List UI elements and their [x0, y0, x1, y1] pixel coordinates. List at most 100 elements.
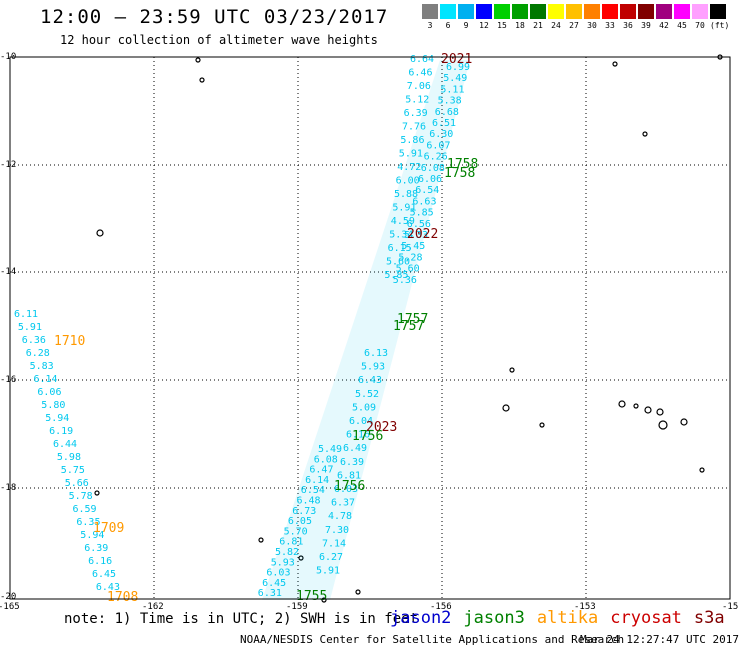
swh-value-south-track: 6.48 [297, 496, 321, 507]
swh-value-mid-track: 5.91 [316, 566, 340, 577]
swh-value-east-track: 6.64 [410, 54, 434, 65]
legend-label: 6 [445, 21, 451, 30]
swh-value-left-track: 5.91 [18, 322, 42, 333]
pass-time-label: 1756 [352, 429, 383, 444]
swh-value-east-track: 5.12 [405, 95, 429, 106]
swh-value-left-track: 5.98 [57, 452, 81, 463]
swh-value-south-track: 6.81 [279, 537, 303, 548]
legend-label: 42 [659, 21, 669, 30]
pass-time-label: 2022 [407, 227, 438, 242]
island-outline [699, 467, 705, 473]
island-outline [199, 77, 205, 83]
swh-value-left-track: 6.43 [96, 582, 120, 593]
island-outline [644, 406, 652, 414]
island-outline [355, 589, 361, 595]
island-outline [633, 403, 639, 409]
swh-value-south-track: 6.31 [258, 588, 282, 599]
footer-credit: NOAA/NESDIS Center for Satellite Applica… [240, 633, 625, 646]
swh-value-east-track: 5.11 [440, 84, 464, 95]
island-outline [658, 420, 668, 430]
swh-value-mid-track: 6.13 [364, 348, 388, 359]
swh-value-east-track: 5.86 [400, 135, 424, 146]
legend-swatch [638, 4, 654, 19]
legend-label: 39 [641, 21, 651, 30]
pass-time-label: 1757 [393, 319, 424, 334]
legend-swatch [476, 4, 492, 19]
swh-value-east-track: 6.63 [412, 196, 436, 207]
swh-value-east-track: 5.85 [410, 208, 434, 219]
pass-time-label: 1710 [54, 334, 85, 349]
latitude-label: -10 [0, 52, 17, 62]
swh-value-south-track: 6.05 [288, 516, 312, 527]
swh-value-east-track: 6.39 [404, 108, 428, 119]
legend-label: (ft) [710, 21, 730, 30]
swh-value-east-track: 6.07 [426, 140, 450, 151]
swh-value-mid-track: 4.78 [328, 511, 352, 522]
swh-value-east-track: 7.06 [407, 81, 431, 92]
swh-value-mid-track: 5.09 [352, 402, 376, 413]
swh-value-mid-track: 6.49 [343, 443, 367, 454]
satellite-key-item: jason2 [390, 608, 452, 628]
map-frame [9, 56, 731, 600]
swh-value-south-track: 5.93 [271, 557, 295, 568]
swh-value-left-track: 6.06 [37, 387, 61, 398]
latitude-label: -14 [0, 267, 17, 277]
swh-value-mid-track: 7.14 [322, 538, 346, 549]
pass-time-label: 2023 [366, 420, 397, 435]
pass-time-label: 2021 [441, 52, 472, 67]
swh-value-left-track: 5.83 [30, 361, 54, 372]
swh-value-south-track: 6.47 [309, 465, 333, 476]
map-grid [10, 57, 730, 599]
latitude-label: -12 [0, 160, 17, 170]
satellite-key: jason2 jason3 altika cryosat s3a [390, 608, 737, 628]
satellite-key-item: jason3 [463, 608, 525, 628]
pass-time-label: 1709 [93, 521, 124, 536]
swh-value-east-track: 5.85 [384, 270, 408, 281]
pass-time-label: 1756 [334, 479, 365, 494]
map-subtitle: 12 hour collection of altimeter wave hei… [60, 33, 378, 47]
island-outline [642, 131, 648, 137]
swh-value-mid-track: 7.30 [325, 525, 349, 536]
swh-value-left-track: 6.16 [88, 556, 112, 567]
legend-swatch [692, 4, 708, 19]
legend-swatch [548, 4, 564, 19]
swh-value-east-track: 6.68 [435, 107, 459, 118]
legend-swatch [710, 4, 726, 19]
legend-swatch [422, 4, 438, 19]
swh-value-east-track: 7.76 [402, 122, 426, 133]
longitude-label: -156 [430, 602, 452, 612]
swh-value-east-track: 5.60 [396, 264, 420, 275]
swh-value-east-track: 5.33 [404, 230, 428, 241]
swh-value-east-track: 6.06 [418, 174, 442, 185]
legend-swatch [512, 4, 528, 19]
swh-value-left-track: 5.75 [61, 465, 85, 476]
swh-value-south-track: 6.45 [262, 578, 286, 589]
longitude-label: -159 [286, 602, 308, 612]
pass-time-label: 1758 [444, 166, 475, 181]
legend-swatch [602, 4, 618, 19]
swh-value-east-track: 5.91 [392, 203, 416, 214]
pass-time-label: 1708 [107, 590, 138, 605]
swh-value-east-track: 6.15 [388, 243, 412, 254]
legend-label: 30 [587, 21, 597, 30]
swh-value-south-track: 6.03 [266, 568, 290, 579]
island-outline [195, 57, 201, 63]
island-outline [509, 367, 515, 373]
swh-value-left-track: 5.94 [80, 530, 104, 541]
swh-value-left-track: 6.14 [34, 374, 58, 385]
swh-value-east-track: 4.72 [397, 162, 421, 173]
swh-value-left-track: 6.19 [49, 426, 73, 437]
swh-value-east-track: 5.88 [394, 189, 418, 200]
swh-value-mid-track: 6.03 [334, 484, 358, 495]
satellite-key-item: s3a [693, 608, 725, 628]
swh-value-left-track: 6.44 [53, 439, 77, 450]
legend-label: 3 [427, 21, 433, 30]
altimeter-tracks: 6.11 5.91 6.36 6.28 5.83 6.14 6.06 5.80 5.94 6.19… [14, 54, 470, 600]
map-title: 12:00 – 23:59 UTC 03/23/2017 [40, 6, 389, 28]
legend-swatch [620, 4, 636, 19]
swh-value-left-track: 6.28 [26, 348, 50, 359]
legend-swatch [494, 4, 510, 19]
swh-value-mid-track: 5.52 [355, 389, 379, 400]
swh-value-south-track: 5.49 [318, 444, 342, 455]
